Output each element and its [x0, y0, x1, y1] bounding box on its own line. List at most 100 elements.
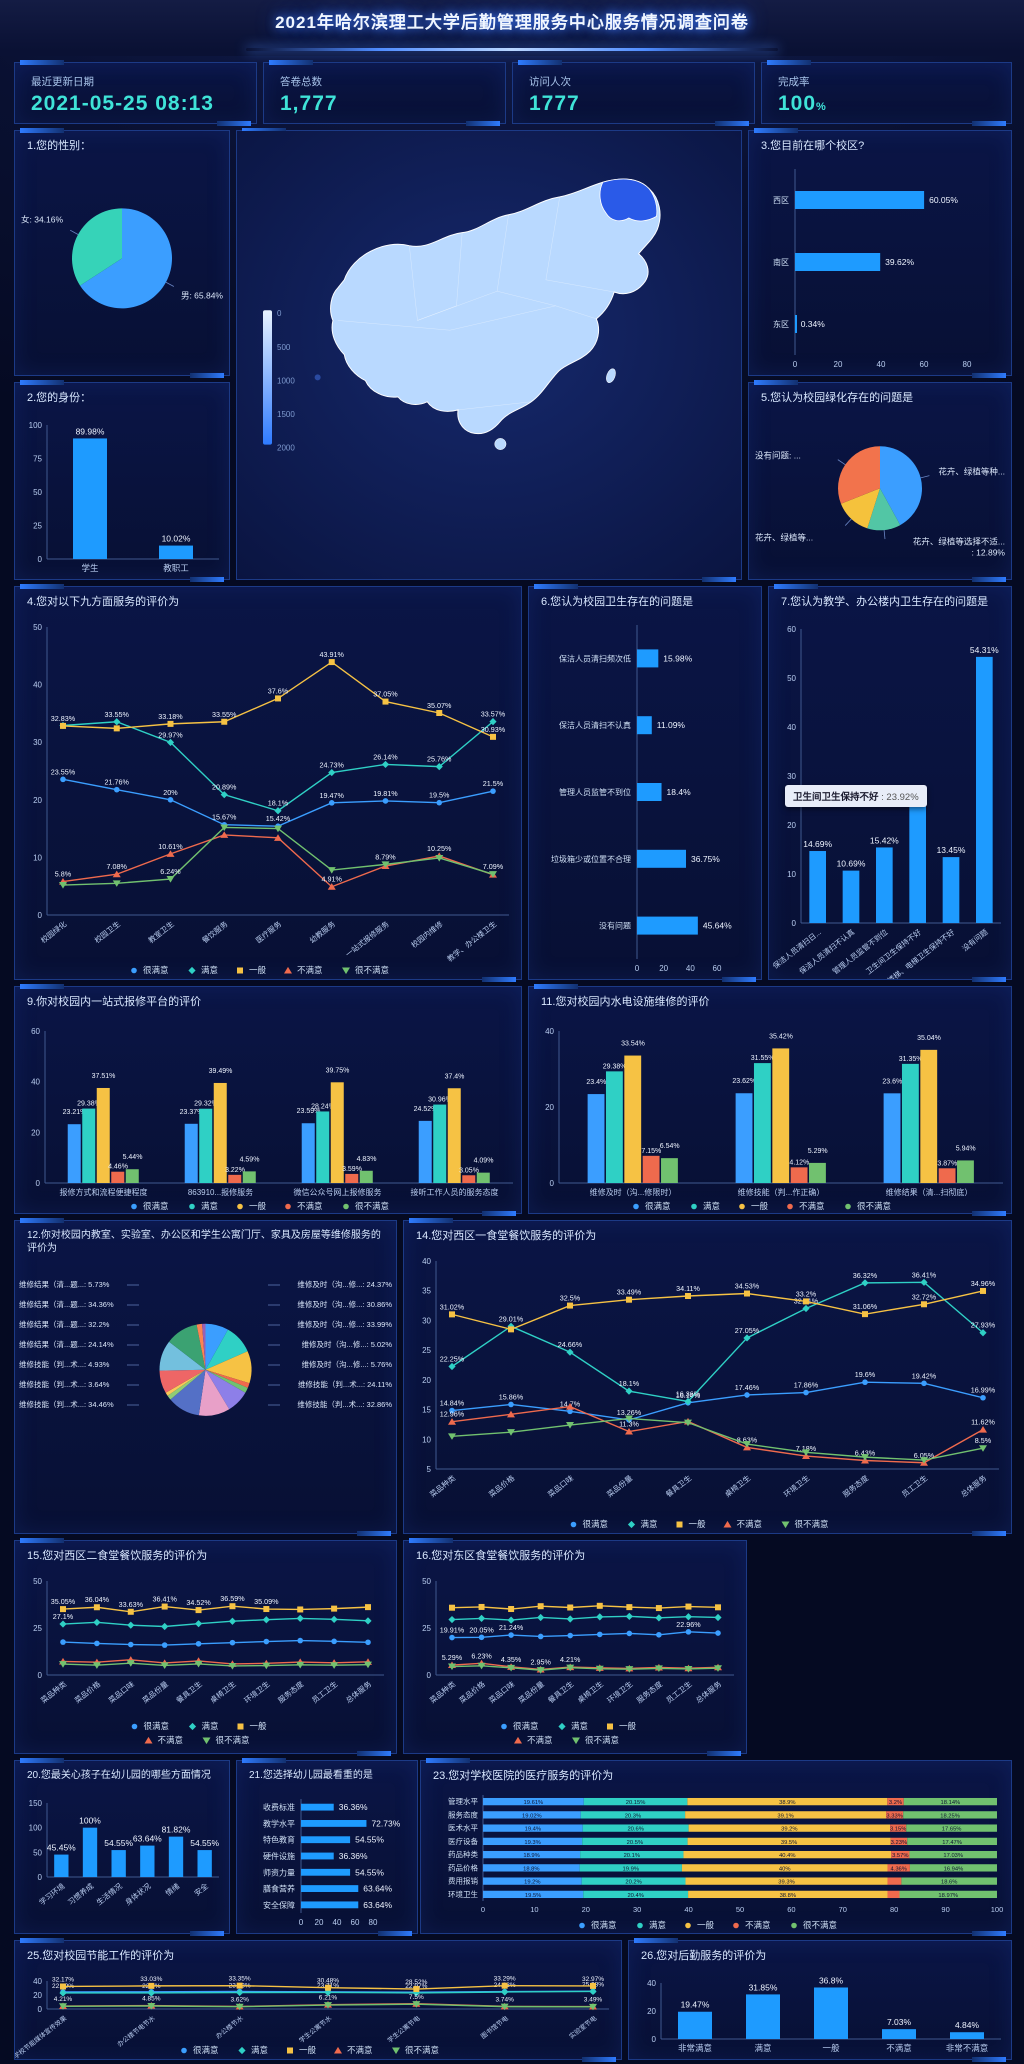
svg-text:34.96%: 34.96% [971, 1279, 996, 1288]
kpi-total-responses: 答卷总数 1,777 [263, 60, 506, 126]
panel-gender: 1.您的性别： 男: 65.84% 女: 34.16% [14, 128, 230, 378]
room-repair-pie-chart[interactable]: 维修结果（清...题...: 5.73% 维修结果（清...题...: 34.36… [15, 1261, 396, 1533]
energy-saving-line-chart[interactable]: 0 20 40 学校节能媒体宣传效果 办公楼节电节水 办公楼节水 学生公寓节水 学生公寓节电 图… [15, 1969, 621, 2059]
svg-text:39.2%: 39.2% [781, 1827, 797, 1833]
campus-hbar-chart[interactable]: 0 20 40 60 80 西区 60.05% 南区 39.62% 东区 0.34% [749, 159, 1011, 375]
svg-text:33.55%: 33.55% [105, 710, 130, 719]
svg-text:54.55%: 54.55% [355, 1867, 384, 1877]
hospital-stacked-bar-chart[interactable]: 0 10 20 30 40 50 60 70 80 90 100 管理水平 19.61% 20.15% 38… [421, 1789, 1011, 1933]
svg-text:30.96%: 30.96% [428, 1097, 452, 1104]
canteen-east-line-chart[interactable]: 0 25 50 菜品种类 菜品价格 菜品口味 菜品份量 餐具卫生 桌椅卫生 环境卫生 服务态度 员工卫… [404, 1569, 746, 1753]
svg-text:学生: 学生 [81, 563, 99, 573]
svg-text:3.2%: 3.2% [889, 1800, 902, 1806]
svg-text:40%: 40% [779, 1866, 791, 1872]
svg-text:100: 100 [29, 421, 43, 430]
svg-text:教职工: 教职工 [163, 563, 189, 573]
svg-text:不满意: 不满意 [886, 2043, 912, 2053]
canteen-west2-line-chart[interactable]: 0 25 50 菜品种类 菜品价格 菜品口味 菜品份量 餐具卫生 桌椅卫生 环境卫生 服务态度 员工卫… [15, 1569, 396, 1753]
svg-text:29.32%: 29.32% [194, 1101, 218, 1108]
svg-text:60: 60 [787, 1905, 795, 1914]
svg-text:维修及时（沟...修限时）: 维修及时（沟...修限时） [590, 1187, 677, 1197]
sanitation-hbar-chart[interactable]: 0 20 40 60 保洁人员清扫频次低 15.98% 保洁人员清扫不认真 11.09% 管理人… [529, 615, 761, 979]
svg-text:37.6%: 37.6% [268, 686, 289, 695]
svg-text:很不满意: 很不满意 [405, 2045, 439, 2055]
china-map[interactable]: 0 500 1000 1500 2000 [237, 131, 741, 579]
svg-text:33.2%: 33.2% [796, 1289, 817, 1298]
panel-kindergarten-concerns: 20.您最关心孩子在幼儿园的哪些方面情况 0 50 100 150 45.45% 学习环境… [14, 1758, 230, 1936]
svg-text:19.2%: 19.2% [524, 1880, 540, 1886]
svg-text:很不满意: 很不满意 [857, 1201, 891, 1211]
svg-text:7.18%: 7.18% [796, 1444, 817, 1453]
kpi-value: 2021-05-25 08:13 [31, 92, 214, 115]
svg-text:18.8%: 18.8% [523, 1866, 539, 1872]
svg-text:一站式报修服务: 一站式报修服务 [343, 918, 391, 959]
svg-text:0: 0 [427, 1671, 432, 1680]
svg-text:39.75%: 39.75% [326, 1067, 350, 1074]
svg-text:40: 40 [686, 964, 695, 973]
svg-text:4.09%: 4.09% [474, 1158, 494, 1165]
svg-text:21.5%: 21.5% [483, 779, 504, 788]
panel-title: 5.您认为校园绿化存在的问题是 [761, 392, 914, 404]
svg-text:5.8%: 5.8% [55, 870, 72, 879]
svg-text:500: 500 [277, 343, 291, 352]
repair-platform-grouped-bar-chart[interactable]: 0 20 40 60 报修方式和流程便捷程度 23.21%29.38% 37.51% 4.46… [15, 1015, 521, 1213]
svg-text:0: 0 [38, 1873, 43, 1882]
svg-text:非常满意: 非常满意 [678, 2043, 712, 2053]
svg-text:办公楼节电节水: 办公楼节电节水 [115, 2013, 157, 2048]
nine-services-line-chart[interactable]: 0 10 20 30 40 50 校园绿化 校园卫生 教室卫生 餐饮服务 医疗服务 幼教服务 一站式报修… [15, 615, 521, 979]
kindergarten-priority-hbar-chart[interactable]: 0 20 40 60 80 收费标准 36.36% 教学水平 72.73% 特色教育 54.55% 硬… [237, 1789, 417, 1933]
utilities-repair-grouped-bar-chart[interactable]: 0 20 40 维修及时（沟...修限时） 23.4% 29.38% 33.54% 7.15%… [529, 1015, 1011, 1213]
svg-text:环境卫生: 环境卫生 [605, 1678, 635, 1705]
svg-text:膳食营养: 膳食营养 [263, 1884, 295, 1894]
kindergarten-concerns-bar-chart[interactable]: 0 50 100 150 45.45% 学习环境 100% 习惯养成 54.55% 生活情况 63.… [15, 1789, 229, 1933]
svg-text:没有问题: 没有问题 [960, 926, 990, 953]
svg-text:60: 60 [787, 625, 796, 634]
panel-energy-saving: 25.您对校园节能工作的评价为 0 20 40 学校节能媒体宣传效果 办公楼节电节水 办公… [14, 1938, 622, 2062]
overall-bar-chart[interactable]: 0 20 40 19.47% 非常满意 31.85% 满意 36.8% 一般 7.03% 不满意 4.… [629, 1969, 1011, 2059]
svg-text:35.05%: 35.05% [51, 1597, 76, 1606]
svg-text:医疗设备: 医疗设备 [448, 1836, 478, 1846]
svg-text:15.98%: 15.98% [663, 653, 692, 663]
svg-text:校园内维修: 校园内维修 [409, 918, 445, 949]
svg-text:7.15%: 7.15% [641, 1148, 661, 1155]
svg-text:西区: 西区 [773, 196, 789, 205]
panel-campus-sanitation: 6.您认为校园卫生存在的问题是 0 20 40 60 保洁人员清扫频次低 15.98% 保洁… [528, 584, 762, 982]
svg-text:0: 0 [793, 360, 798, 369]
chart-tooltip: 卫生间卫生保持不好 : 23.92% [785, 785, 927, 807]
canteen-west1-line-chart[interactable]: 5 10 15 20 25 30 35 40 菜品种类 菜品价格 菜品口味 菜品份量 餐具卫生 桌椅卫生 环… [404, 1249, 1011, 1533]
svg-text:教学、办公楼卫生: 教学、办公楼卫生 [445, 918, 499, 963]
svg-text:50: 50 [33, 623, 42, 632]
svg-text:31.85%: 31.85% [749, 1982, 778, 1992]
building-sanitation-bar-chart[interactable]: 010203040506014.69%保洁人员清扫日...10.69%保洁人员清… [769, 615, 1011, 979]
svg-text:一般: 一般 [689, 1519, 707, 1529]
svg-text:25: 25 [422, 1624, 431, 1633]
greening-pie-chart[interactable]: 花卉、绿植等种... 花卉、绿植等选择不适...: 12.89% 花卉、绿植等...… [749, 411, 1011, 579]
svg-text:19.47%: 19.47% [320, 791, 345, 800]
svg-text:13.45%: 13.45% [937, 845, 966, 855]
svg-text:3.05%: 3.05% [459, 1167, 479, 1174]
svg-text:25: 25 [33, 522, 42, 531]
svg-text:72.73%: 72.73% [371, 1818, 400, 1828]
svg-text:6.23%: 6.23% [471, 1651, 492, 1660]
svg-text:10.61%: 10.61% [158, 842, 183, 851]
svg-text:19.47%: 19.47% [681, 2000, 710, 2010]
svg-text:药品种类: 药品种类 [448, 1849, 478, 1859]
identity-bar-chart[interactable]: 0 25 50 75 100 89.98% 学生 10.02% 教职工 [15, 411, 229, 579]
svg-text:3.57%: 3.57% [892, 1853, 908, 1859]
svg-text:33.18%: 33.18% [158, 712, 183, 721]
svg-text:30: 30 [787, 772, 796, 781]
svg-text:不满意: 不满意 [745, 1920, 771, 1930]
svg-text:11.62%: 11.62% [971, 1418, 995, 1427]
svg-text:25: 25 [33, 1624, 42, 1633]
svg-text:硬件设施: 硬件设施 [263, 1851, 295, 1861]
panel-title: 25.您对校园节能工作的评价为 [27, 1950, 175, 1962]
svg-text:29.01%: 29.01% [499, 1314, 524, 1323]
svg-text:23.62%: 23.62% [732, 1078, 756, 1085]
panel-title: 16.您对东区食堂餐饮服务的评价为 [416, 1550, 586, 1562]
svg-text:没有问题: 没有问题 [599, 921, 631, 931]
svg-text:桌椅卫生: 桌椅卫生 [208, 1678, 238, 1705]
svg-text:39.5%: 39.5% [781, 1840, 797, 1846]
svg-text:4.21%: 4.21% [54, 1996, 73, 2003]
gender-pie-chart[interactable]: 男: 65.84% 女: 34.16% [15, 159, 229, 375]
svg-text:一般: 一般 [822, 2043, 840, 2053]
